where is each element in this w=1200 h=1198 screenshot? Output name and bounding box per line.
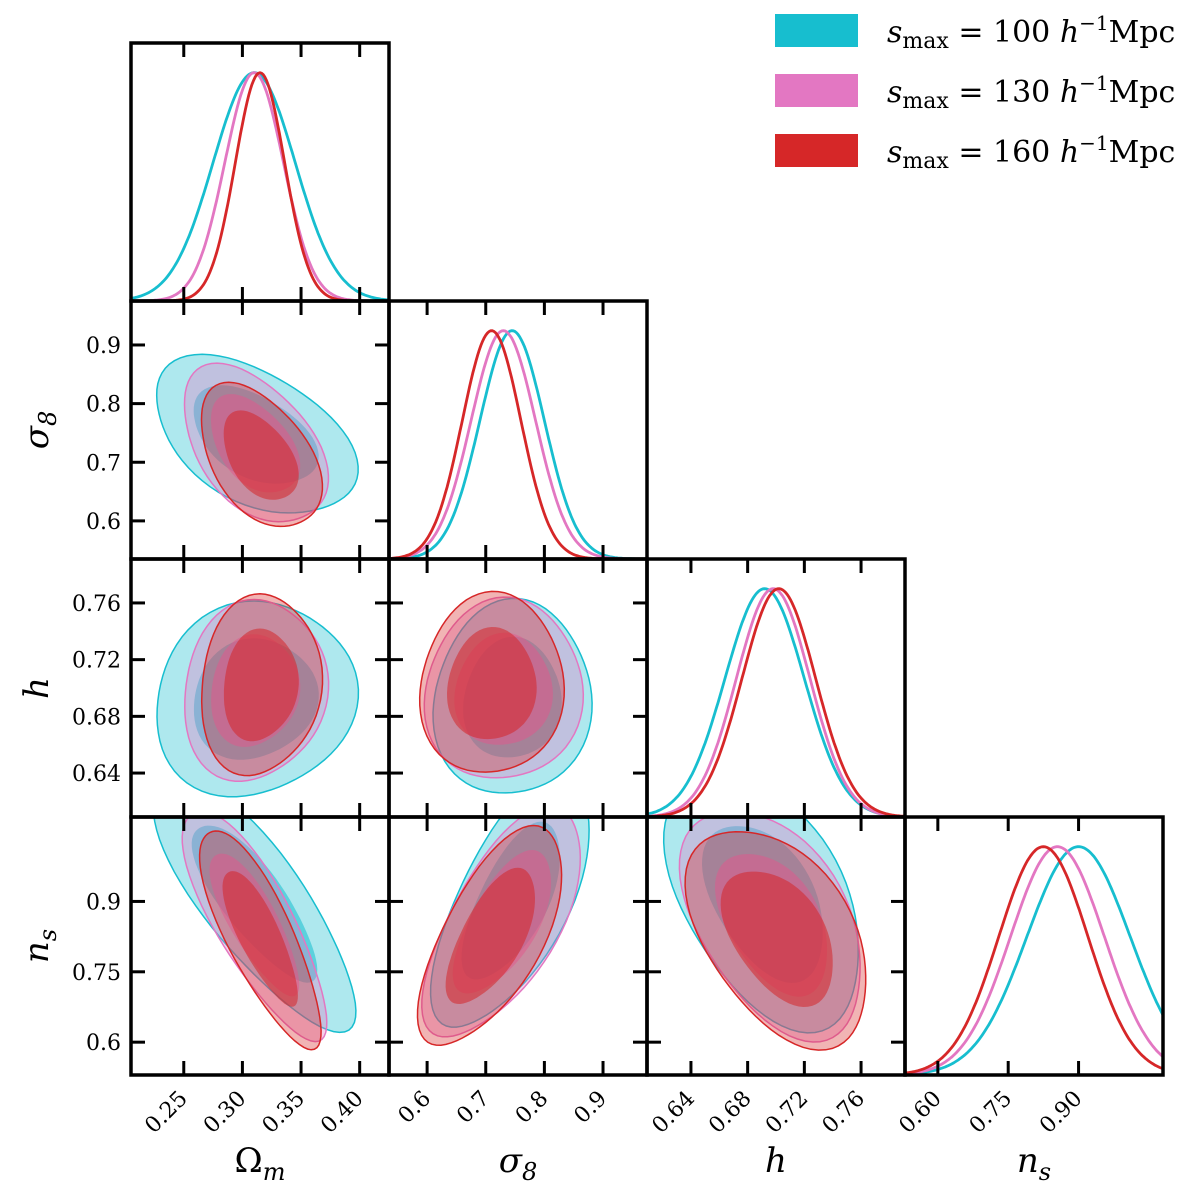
- y-tick-label-h: 0.76: [72, 592, 121, 617]
- legend-entry-s100: smax = 100 h−1Mpc: [887, 11, 1175, 54]
- legend: smax = 100 h−1Mpc smax = 130 h−1Mpc smax =…: [775, 11, 1175, 174]
- y-tick-label-ns: 0.75: [72, 961, 121, 986]
- y-tick-label-s8: 0.7: [86, 451, 121, 476]
- legend-swatch-s100: [775, 14, 858, 47]
- axis-label: h: [765, 1141, 787, 1181]
- contour-panel-Om-h: [156, 593, 360, 798]
- axis-label: ns: [17, 929, 62, 963]
- x-tick-label-Om: 0.30: [199, 1086, 251, 1138]
- contour-panel-h-ns: [662, 817, 867, 1051]
- y-tick-label-h: 0.64: [72, 762, 121, 787]
- marginal-Om-s130: [131, 71, 389, 301]
- y-tick-label-ns: 0.6: [86, 1031, 121, 1056]
- x-tick-label-Om: 0.35: [258, 1086, 310, 1138]
- marginal-ns-s130: [905, 845, 1163, 1075]
- y-tick-label-s8: 0.6: [86, 510, 121, 535]
- contour-panel-s8-h: [418, 590, 593, 794]
- x-tick-label-s8: 0.7: [452, 1086, 494, 1128]
- panel-frames: [129, 41, 1165, 1077]
- contour-panel-Om-s8: [155, 353, 359, 528]
- axis-label: Ωm: [235, 1141, 286, 1186]
- x-tick-label-ns: 0.75: [965, 1086, 1017, 1138]
- legend-entry-s160: smax = 160 h−1Mpc: [887, 131, 1175, 174]
- marginal-h-s100: [647, 587, 905, 817]
- panel-frame-3-3: [903, 815, 1165, 1077]
- axis-label: ns: [1017, 1141, 1051, 1186]
- marginal-h-s130: [647, 587, 905, 817]
- marginal-ns-s160: [905, 845, 1163, 1075]
- contour-s160-68: [223, 628, 299, 742]
- marginal-s8-s160: [389, 329, 647, 559]
- x-tick-label-ns: 0.60: [895, 1086, 947, 1138]
- x-tick-label-h: 0.64: [648, 1086, 700, 1138]
- x-tick-label-s8: 0.9: [570, 1086, 612, 1128]
- x-tick-label-Om: 0.25: [140, 1086, 192, 1138]
- contour-s160-68: [720, 871, 833, 1007]
- axis-label: σ8: [499, 1141, 538, 1186]
- panel-frame-0-0: [129, 41, 391, 303]
- contour-s160-68: [445, 867, 535, 1004]
- marginal-Om-s100: [131, 71, 389, 301]
- marginal-Om-s160: [131, 71, 389, 301]
- marginal-ns-s100: [905, 845, 1163, 1075]
- x-tick-label-s8: 0.6: [394, 1086, 436, 1128]
- marginal-h-s160: [647, 587, 905, 817]
- contour-layer: [153, 353, 867, 1051]
- contour-panel-s8-ns: [416, 817, 590, 1046]
- legend-swatch-s160: [775, 134, 858, 167]
- marginal-panel-Om: [131, 71, 389, 301]
- y-tick-label-h: 0.72: [72, 649, 121, 674]
- y-tick-label-h: 0.68: [72, 705, 121, 730]
- y-tick-label-s8: 0.9: [86, 334, 121, 359]
- y-tick-label-s8: 0.8: [86, 393, 121, 418]
- contour-s160-68: [223, 410, 299, 500]
- x-tick-label-s8: 0.8: [511, 1086, 553, 1128]
- legend-entry-s130: smax = 130 h−1Mpc: [887, 71, 1175, 114]
- legend-swatch-s130: [775, 74, 858, 107]
- axis-label: h: [17, 677, 57, 699]
- y-tick-label-ns: 0.9: [86, 890, 121, 915]
- marginal-panel-ns: [905, 845, 1163, 1075]
- x-tick-label-ns: 0.90: [1035, 1086, 1087, 1138]
- x-tick-label-h: 0.68: [704, 1086, 756, 1138]
- contour-panel-Om-ns: [153, 817, 357, 1051]
- marginal-panel-s8: [389, 329, 647, 559]
- x-tick-label-h: 0.72: [761, 1086, 813, 1138]
- contour-s160-68: [447, 627, 537, 740]
- x-tick-label-h: 0.76: [818, 1086, 870, 1138]
- panel-frame-1-1: [387, 299, 649, 561]
- marginal-s8-s130: [389, 329, 647, 559]
- contour-s160-68: [222, 871, 298, 1007]
- x-tick-label-Om: 0.40: [316, 1086, 368, 1138]
- marginal-s8-s100: [389, 329, 647, 559]
- axis-label: σ8: [17, 411, 62, 450]
- marginal-panel-h: [647, 587, 905, 817]
